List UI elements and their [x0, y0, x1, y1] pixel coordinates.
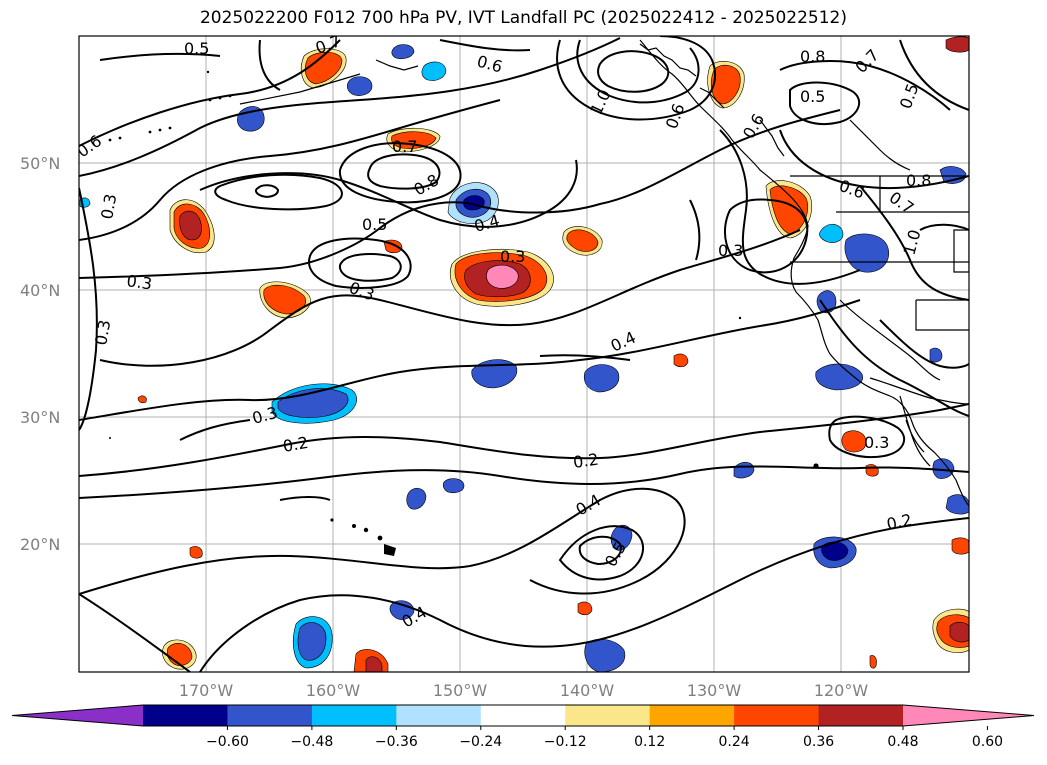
colorbar-extend-min: [12, 705, 143, 726]
lon-label: 170°W: [179, 681, 234, 700]
contour-label: 0.3: [97, 192, 120, 220]
colorbar-segment: [311, 705, 397, 726]
lon-label: 130°W: [687, 681, 742, 700]
latitude-labels: 50°N 40°N 30°N 20°N: [20, 154, 60, 554]
map-title: 2025022200 F012 700 hPa PV, IVT Landfall…: [199, 8, 847, 28]
lat-label: 30°N: [20, 408, 60, 427]
contour-label: 0.2: [281, 433, 309, 456]
colorbar-segment: [480, 705, 566, 726]
contour-label: 0.2: [572, 450, 600, 472]
colorbar-tick-label: −0.60: [206, 734, 249, 750]
colorbar-segment: [396, 705, 482, 726]
colorbar-segment: [565, 705, 651, 726]
longitude-labels: 170°W 160°W 150°W 140°W 130°W 120°W: [179, 681, 869, 700]
colorbar-segment: [818, 705, 904, 726]
colorbar-segment: [734, 705, 820, 726]
contour-label: 0.5: [800, 87, 825, 106]
colorbar-segment: [649, 705, 735, 726]
lat-label: 40°N: [20, 281, 60, 300]
contour-label: 0.7: [392, 137, 417, 156]
contour-label: 0.3: [500, 247, 525, 266]
colorbar-tick-label: −0.48: [290, 734, 333, 750]
colorbar-tick-label: −0.12: [544, 734, 587, 750]
colorbar-tick-label: 0.60: [972, 734, 1003, 750]
colorbar-tick-label: −0.24: [459, 734, 502, 750]
islands: [108, 70, 819, 556]
contour-label: 0.8: [800, 47, 825, 66]
colorbar-tick-label: 0.12: [634, 734, 665, 750]
map-area: [79, 36, 969, 672]
colorbar-outline: [11, 704, 1035, 727]
ivt-contours: [79, 36, 969, 672]
contour-label: 0.5: [362, 215, 387, 234]
contour-label: 0.8: [906, 171, 931, 190]
contour-label: 0.3: [91, 318, 114, 346]
lon-label: 140°W: [560, 681, 615, 700]
colorbar-tick-label: 0.24: [719, 734, 750, 750]
contour-label: 0.3: [125, 271, 153, 293]
contour-label: 0.3: [718, 241, 743, 260]
colorbar-tick-label: 0.36: [803, 734, 834, 750]
colorbar: −0.60 −0.48 −0.36 −0.24 −0.12 0.12 0.24 0.36 0.4…: [11, 704, 1035, 750]
contour-label: 0.5: [184, 39, 209, 58]
map-frame: [78, 35, 970, 673]
colorbar-segment: [227, 705, 313, 726]
lon-label: 120°W: [814, 681, 869, 700]
lon-label: 160°W: [306, 681, 361, 700]
colorbar-extend-max: [903, 705, 1034, 726]
coastlines: [239, 39, 969, 507]
lon-label: 150°W: [433, 681, 488, 700]
colorbar-segment: [143, 705, 228, 726]
contour-label: 0.3: [864, 433, 889, 452]
lat-label: 20°N: [20, 535, 60, 554]
contour-label: 0.2: [885, 510, 914, 534]
colorbar-tick-label: −0.36: [375, 734, 418, 750]
colorbar-tick-label: 0.48: [887, 734, 918, 750]
lat-label: 50°N: [20, 154, 60, 173]
